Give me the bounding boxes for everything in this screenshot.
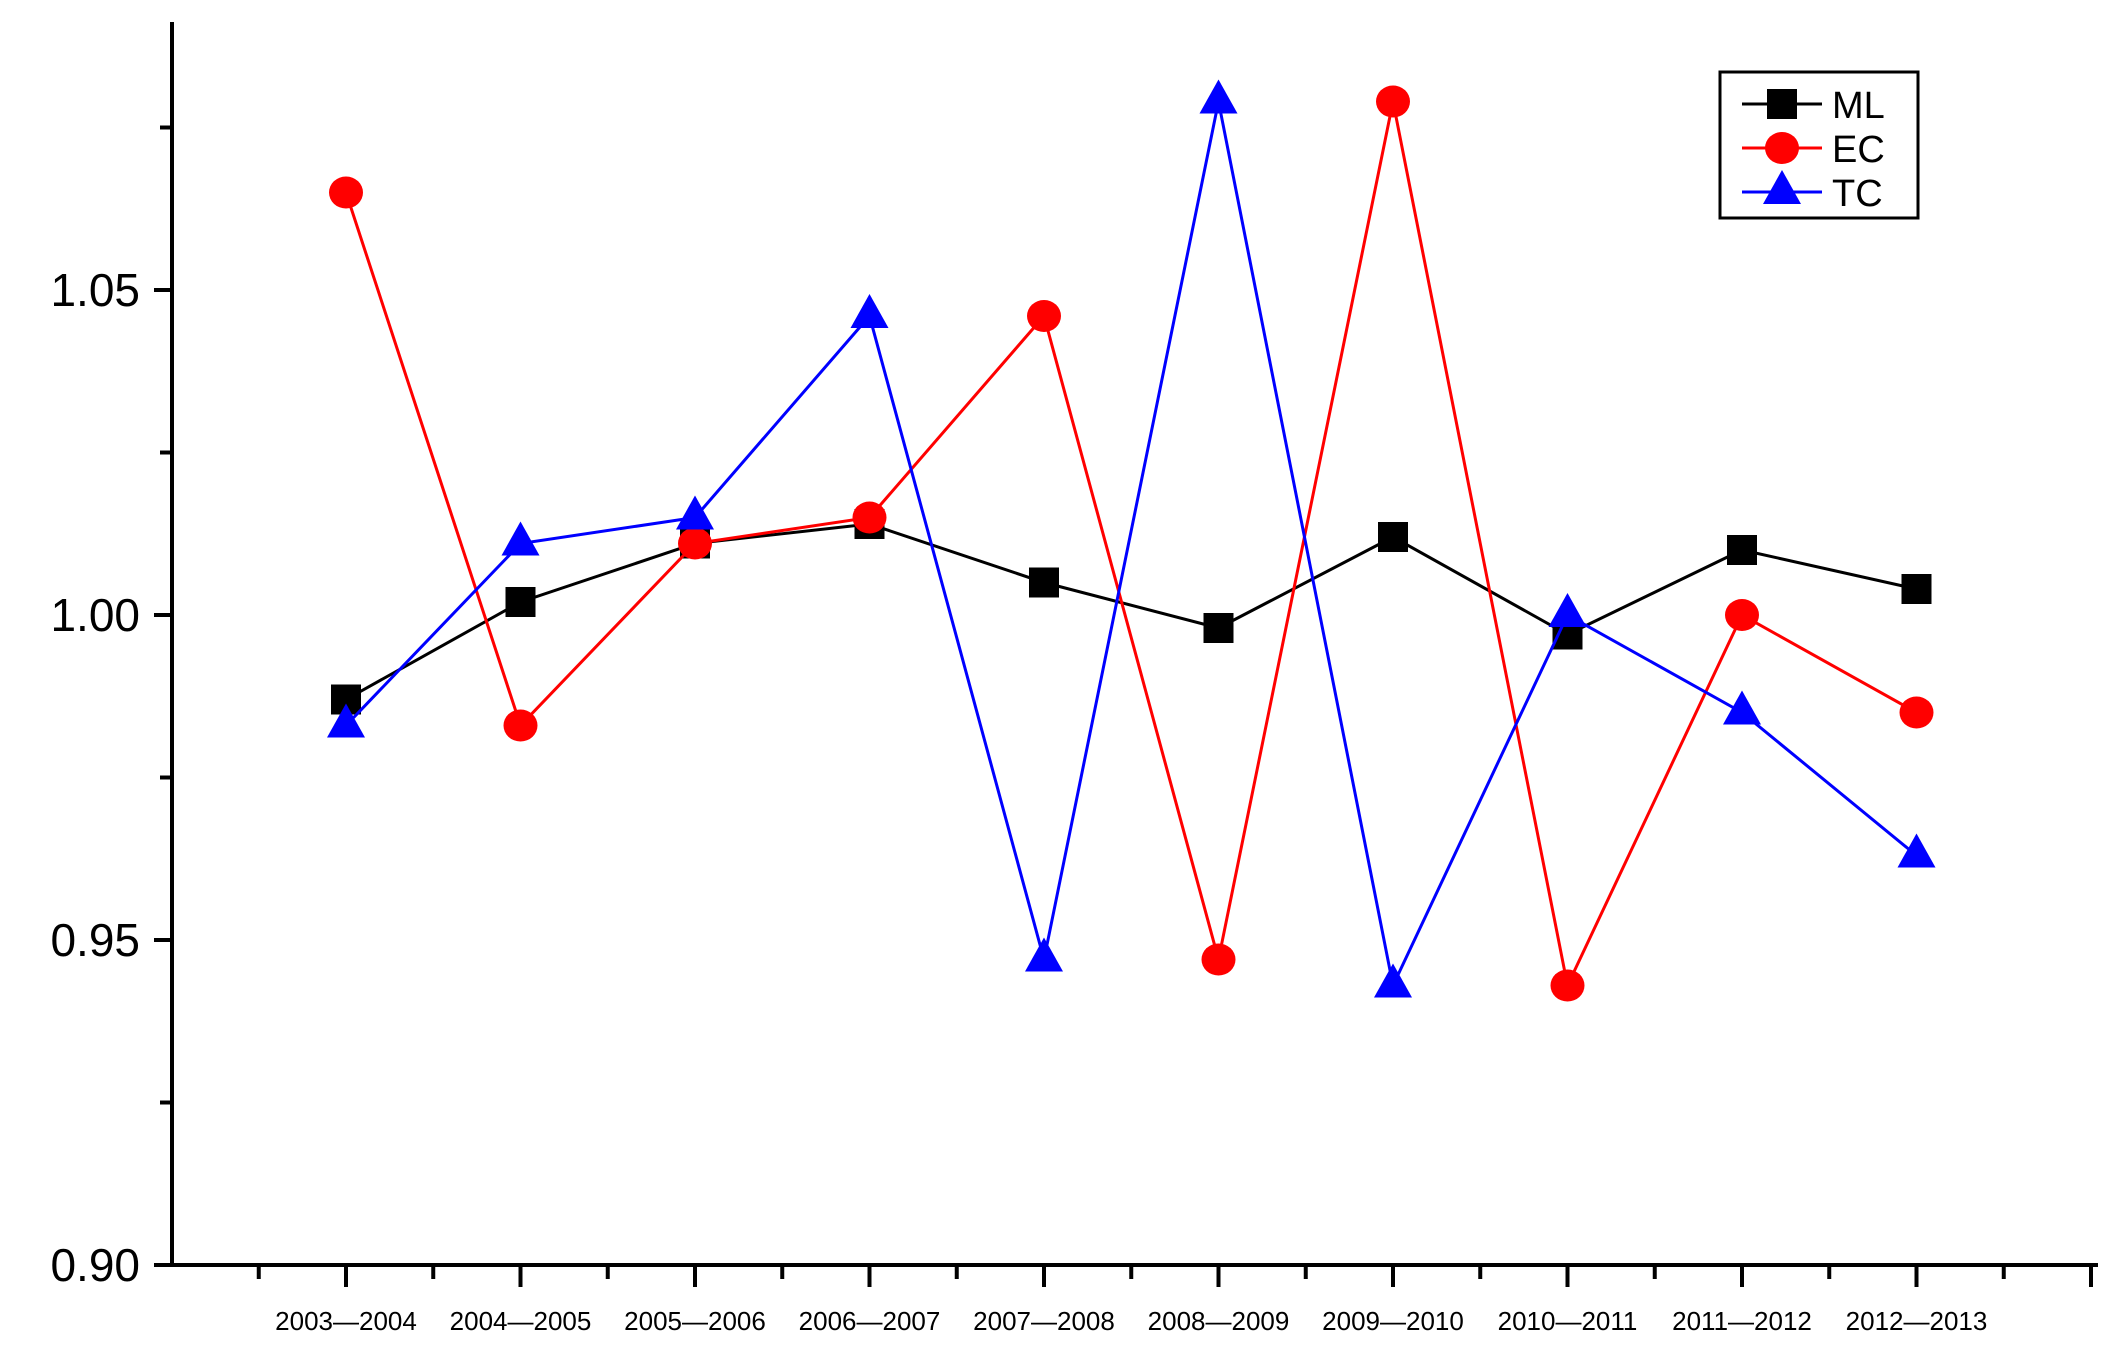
series-ml-point	[1901, 574, 1932, 604]
series-ec-point	[1201, 943, 1236, 976]
x-tick-label: 2009—2010	[1322, 1306, 1464, 1336]
series-tc-point	[501, 521, 540, 556]
x-tick-label: 2012—2013	[1846, 1306, 1988, 1336]
series-tc-point	[1548, 593, 1587, 627]
series-tc-line	[344, 101, 1918, 991]
series-ec-point	[329, 176, 363, 209]
series-ec-point	[1550, 969, 1585, 1002]
series-ec-point	[1376, 85, 1410, 118]
legend-ec-marker	[1765, 132, 1799, 164]
legend-ec-label: EC	[1832, 129, 1885, 171]
series-ec-line	[344, 101, 1918, 991]
legend-ml-label: ML	[1832, 85, 1885, 127]
x-tick-label: 2008—2009	[1148, 1306, 1290, 1336]
series-tc-point	[850, 294, 889, 328]
x-tick-label: 2010—2011	[1498, 1306, 1638, 1336]
series-tc-point	[676, 495, 714, 530]
series-ml-point	[505, 587, 536, 617]
series-ec-point	[1725, 599, 1759, 631]
series-tc-point	[1025, 937, 1063, 972]
series-ec-point	[503, 709, 538, 742]
legend-ml-marker	[1767, 89, 1797, 119]
series-ml-point	[1029, 567, 1059, 598]
series-tc-point	[1374, 963, 1412, 998]
legend-tc-marker	[1763, 170, 1801, 204]
y-tick-label: 0.95	[50, 914, 140, 966]
series-ec-point	[1899, 696, 1934, 729]
x-tick-label: 2005—2006	[624, 1306, 766, 1336]
series-tc	[327, 79, 1936, 998]
series-ml-point	[1727, 535, 1757, 565]
x-tick-label: 2011—2012	[1672, 1306, 1812, 1336]
y-tick-label: 0.90	[50, 1239, 140, 1291]
series-ec-point	[678, 527, 712, 560]
series-ml-point	[1378, 522, 1408, 552]
y-tick-label: 1.05	[50, 264, 140, 316]
x-tick-label: 2006—2007	[799, 1306, 941, 1336]
series-ml-point	[1203, 613, 1234, 643]
series-tc-point	[1199, 79, 1238, 114]
series-ec-point	[852, 501, 887, 534]
series-tc-point	[327, 703, 365, 738]
y-tick-label: 1.00	[50, 589, 140, 641]
series-ec	[329, 85, 1934, 1002]
x-tick-label: 2004—2005	[450, 1306, 592, 1336]
series-tc-point	[1897, 833, 1936, 868]
series-ml-line	[345, 522, 1917, 701]
x-tick-label: 2007—2008	[973, 1306, 1115, 1336]
x-tick-label: 2003—2004	[275, 1306, 417, 1336]
axes: 0.90 0.95 1.00 1.05 2003—2004 2004—2005 2005—2…	[50, 22, 2098, 1336]
series-layer	[327, 79, 1936, 1002]
series-tc-point	[1723, 690, 1761, 725]
legend-box	[1718, 70, 1920, 220]
series-ec-point	[1027, 300, 1061, 332]
legend-tc-label: TC	[1832, 173, 1883, 215]
